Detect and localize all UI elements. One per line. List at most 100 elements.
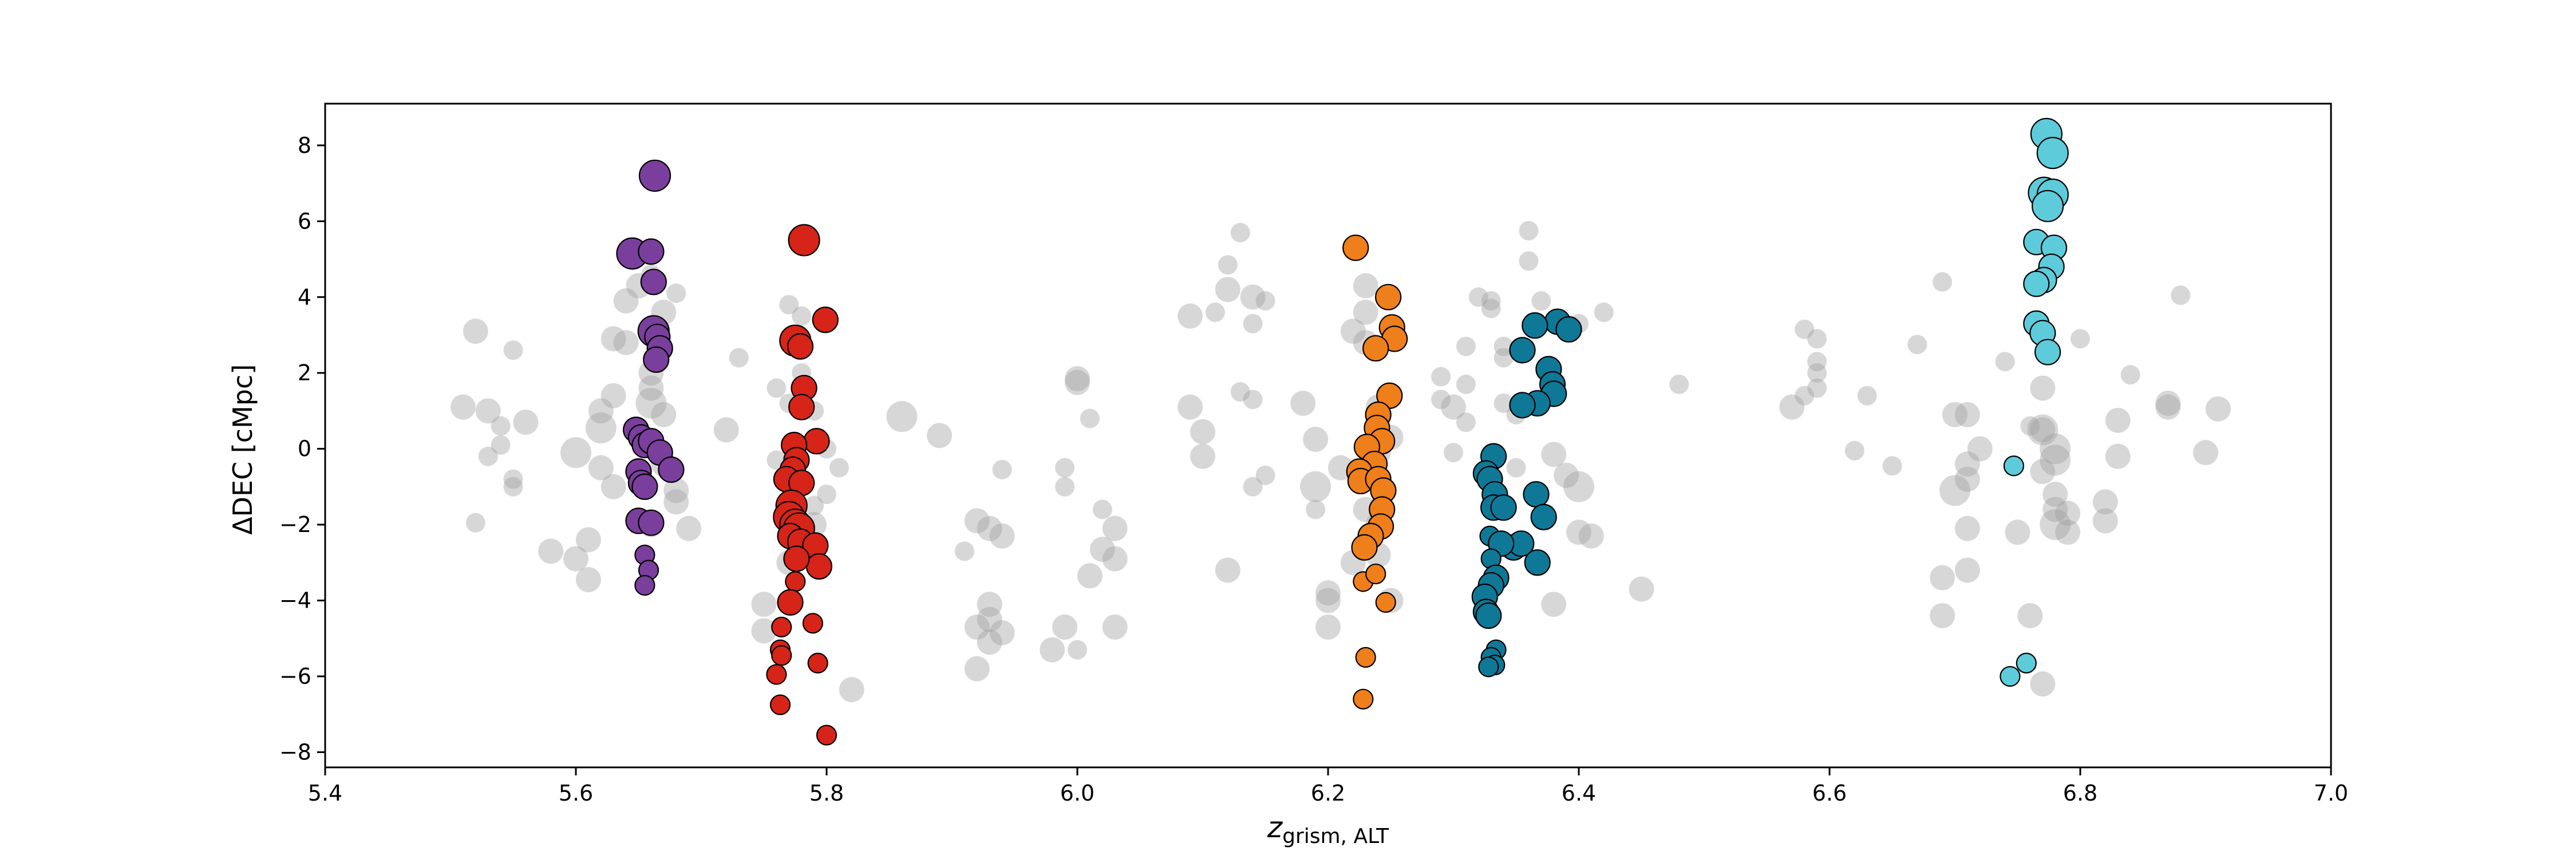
series-3-point bbox=[1355, 647, 1376, 668]
background-point bbox=[2055, 501, 2081, 526]
background-point bbox=[1178, 394, 1203, 420]
background-point bbox=[450, 394, 476, 420]
series-4 bbox=[1471, 308, 1582, 677]
series-3-point bbox=[1353, 688, 1374, 710]
background-point bbox=[2027, 414, 2059, 446]
background-point bbox=[1954, 451, 1980, 477]
background-point bbox=[1930, 565, 1955, 590]
background-point bbox=[1541, 442, 1567, 467]
series-1-point bbox=[638, 509, 665, 536]
background-point bbox=[1215, 277, 1240, 302]
x-tick-label: 5.6 bbox=[559, 781, 593, 806]
background-point bbox=[638, 375, 664, 401]
series-3-point bbox=[1351, 534, 1378, 561]
background-point bbox=[2205, 396, 2231, 422]
background-point bbox=[663, 489, 689, 515]
background-point bbox=[1055, 476, 1075, 497]
x-axis-label: zgrism, ALT bbox=[1267, 811, 1389, 848]
background-point bbox=[2040, 433, 2071, 464]
background-point bbox=[1441, 394, 1466, 420]
background-point bbox=[1669, 375, 1689, 395]
series-4-point bbox=[1509, 392, 1536, 419]
background-point bbox=[1353, 300, 1378, 325]
background-point bbox=[1882, 456, 1902, 476]
x-tick-label: 7.0 bbox=[2314, 781, 2348, 806]
background-point bbox=[1431, 367, 1451, 387]
background-point bbox=[1230, 223, 1250, 243]
background-point bbox=[989, 523, 1015, 549]
background-point bbox=[1494, 348, 1514, 368]
background-point bbox=[2042, 482, 2068, 507]
background-point bbox=[538, 538, 564, 564]
background-point bbox=[886, 401, 918, 432]
background-point bbox=[1230, 382, 1250, 402]
background-point bbox=[1205, 302, 1225, 322]
series-2-point bbox=[787, 333, 814, 360]
background-point bbox=[817, 484, 836, 505]
series-3-point bbox=[1362, 335, 1389, 362]
background-point bbox=[1340, 318, 1366, 344]
series-1-point bbox=[640, 269, 667, 295]
series-5-point bbox=[2036, 137, 2069, 170]
background-point bbox=[1190, 443, 1215, 469]
background-point bbox=[2040, 444, 2071, 476]
background-point bbox=[1255, 466, 1275, 485]
background-point bbox=[2030, 459, 2056, 484]
background-point bbox=[2092, 508, 2118, 534]
background-point bbox=[563, 546, 588, 572]
background-point bbox=[663, 478, 689, 503]
background-point bbox=[977, 629, 1002, 655]
background-point bbox=[767, 378, 787, 398]
background-point bbox=[666, 283, 686, 304]
series-3-point bbox=[1375, 592, 1396, 613]
background-point bbox=[1629, 576, 1654, 602]
background-point bbox=[1065, 366, 1090, 392]
series-2-point bbox=[805, 553, 833, 580]
background-point bbox=[1468, 287, 1488, 307]
background-point bbox=[1519, 251, 1539, 271]
background-point bbox=[1065, 369, 1090, 395]
background-point bbox=[503, 340, 523, 360]
background-point bbox=[977, 592, 1002, 617]
series-4-point bbox=[1522, 312, 1548, 339]
background-point bbox=[1481, 298, 1501, 318]
background-point bbox=[1506, 458, 1526, 478]
background-point bbox=[1092, 499, 1112, 519]
series-2-point bbox=[766, 664, 787, 685]
background-point bbox=[1215, 557, 1240, 583]
background-point bbox=[1494, 336, 1514, 356]
background-point bbox=[927, 423, 953, 448]
background-point bbox=[613, 288, 639, 314]
background-point bbox=[1178, 303, 1203, 329]
series-2-point bbox=[769, 694, 791, 715]
background-point bbox=[635, 388, 667, 419]
background-point bbox=[2030, 375, 2056, 401]
background-point bbox=[1102, 515, 1128, 541]
background-point bbox=[1243, 314, 1263, 334]
background-point bbox=[964, 614, 990, 640]
background-point bbox=[478, 446, 498, 466]
background-point bbox=[751, 592, 777, 617]
background-point bbox=[1456, 336, 1476, 356]
highlighted-series bbox=[616, 117, 2069, 746]
y-axis-label: ΔDEC [cMpc] bbox=[227, 364, 258, 535]
series-5-point bbox=[2000, 665, 2021, 687]
background-point bbox=[1779, 394, 1805, 420]
background-point bbox=[1844, 441, 1864, 460]
background-point bbox=[1563, 471, 1594, 502]
y-tick-label: −2 bbox=[279, 512, 311, 537]
x-tick-label: 6.0 bbox=[1060, 781, 1095, 806]
background-point bbox=[588, 398, 614, 424]
series-3-point bbox=[1342, 234, 1369, 261]
background-point bbox=[560, 437, 591, 468]
series-1-point bbox=[638, 238, 665, 265]
background-point bbox=[1300, 471, 1332, 502]
series-2-point bbox=[783, 545, 810, 572]
series-2-point bbox=[812, 306, 839, 333]
background-point bbox=[1315, 614, 1341, 640]
series-2-point bbox=[788, 224, 820, 257]
y-axis-ticks: −8 −6 −4 −2 0 2 4 6 8 bbox=[279, 133, 325, 765]
background-point bbox=[2071, 329, 2090, 349]
background-point bbox=[2155, 394, 2181, 420]
background-point bbox=[2120, 365, 2140, 385]
